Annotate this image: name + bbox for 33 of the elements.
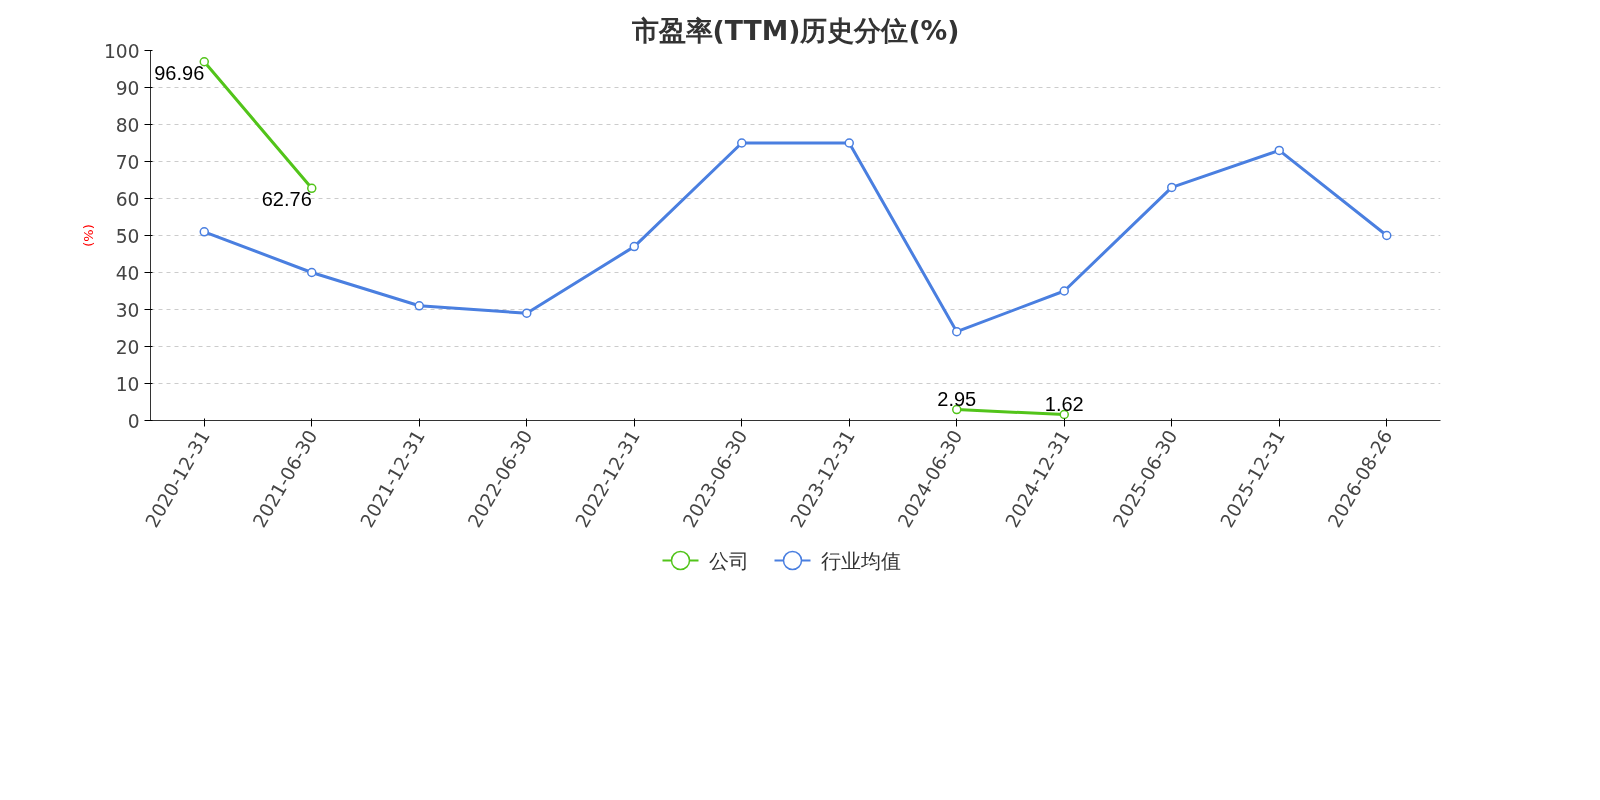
chart-title: 市盈率(TTM)历史分位(%): [630, 14, 960, 46]
legend-label: 公司: [708, 548, 749, 573]
point: [1382, 230, 1392, 241]
y-axis-title: (%): [80, 224, 96, 247]
y-tick-label: 50: [115, 225, 140, 247]
y-tick-label: 90: [115, 77, 140, 99]
data-label: 1.62: [1044, 392, 1084, 415]
point: [199, 57, 209, 67]
point: [844, 138, 854, 148]
y-tick-label: 60: [115, 188, 140, 210]
point: [1167, 182, 1177, 193]
point: [1059, 286, 1069, 296]
point: [629, 241, 639, 252]
y-tick-label: 0: [127, 410, 140, 432]
data-label: 2.95: [937, 387, 977, 410]
y-tick-label: 70: [115, 151, 140, 173]
y-tick-label: 40: [115, 262, 140, 284]
point: [952, 326, 962, 337]
data-label: 62.76: [261, 188, 312, 211]
data-label: 96.96: [154, 61, 205, 84]
point: [737, 138, 747, 148]
y-tick-label: 10: [115, 373, 140, 395]
y-tick-label: 30: [115, 299, 140, 321]
point: [414, 301, 424, 311]
point: [307, 183, 317, 194]
y-tick-label: 20: [115, 336, 140, 358]
y-tick-label: 80: [115, 114, 140, 136]
point: [199, 227, 209, 237]
point: [307, 267, 317, 278]
legend-label: 行业均值: [820, 548, 901, 573]
y-tick-label: 100: [103, 40, 140, 62]
point: [1274, 145, 1284, 156]
point: [522, 308, 532, 318]
